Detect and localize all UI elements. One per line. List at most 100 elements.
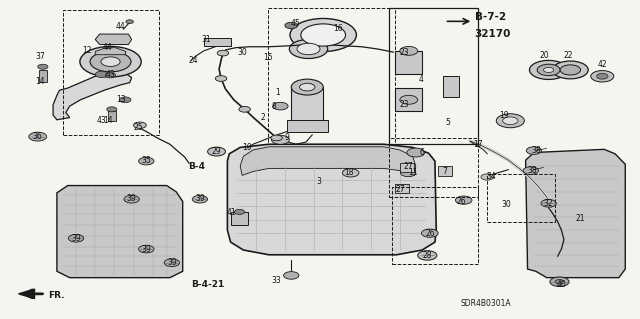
Circle shape [234,209,244,214]
Circle shape [342,169,359,177]
Text: 27: 27 [395,185,404,194]
Circle shape [529,60,568,79]
Text: 15: 15 [263,53,273,62]
Circle shape [126,20,134,24]
Circle shape [297,43,320,55]
Polygon shape [227,144,436,255]
Circle shape [90,51,131,72]
Text: 17: 17 [474,140,483,149]
Text: 18: 18 [344,168,353,177]
Circle shape [502,117,518,124]
Text: 23: 23 [399,48,409,57]
Text: 10: 10 [242,143,252,152]
Text: 44: 44 [103,43,113,52]
Text: 40: 40 [557,279,566,288]
Text: 41: 41 [227,208,237,217]
Polygon shape [95,34,132,45]
Circle shape [217,50,228,56]
Bar [63,10,159,135]
Text: 9: 9 [284,133,289,142]
Circle shape [400,95,418,104]
Text: 43: 43 [97,116,106,125]
Bar [443,76,459,97]
Circle shape [80,47,141,77]
Text: 45: 45 [291,19,301,28]
Circle shape [192,196,207,203]
Bar [389,138,478,197]
Text: 29: 29 [212,147,221,156]
Bar [204,38,230,46]
Text: 5: 5 [445,117,450,127]
Circle shape [560,65,580,75]
Circle shape [526,147,541,154]
Circle shape [285,22,298,29]
Polygon shape [525,149,625,278]
Polygon shape [57,186,182,278]
Text: 35: 35 [141,156,151,165]
Circle shape [215,76,227,81]
Circle shape [591,70,614,82]
Text: 4: 4 [419,75,423,84]
Text: 6: 6 [420,148,424,157]
Circle shape [407,148,425,157]
Circle shape [95,71,108,78]
Bar [487,174,555,222]
Circle shape [596,73,608,79]
Circle shape [271,135,282,141]
Text: 30: 30 [237,48,247,57]
Circle shape [555,279,564,284]
Text: 43: 43 [106,70,115,79]
Circle shape [106,73,116,78]
Bar [108,111,116,121]
Text: SDR4B0301A: SDR4B0301A [461,299,511,308]
Text: B-4: B-4 [188,162,205,171]
Circle shape [496,114,524,128]
Text: 11: 11 [408,168,417,177]
Circle shape [271,135,289,144]
Circle shape [29,132,47,141]
Circle shape [107,107,117,112]
Text: B-4-21: B-4-21 [191,279,224,288]
Circle shape [38,64,48,69]
Text: 20: 20 [540,51,550,60]
Circle shape [541,199,556,207]
Text: 39: 39 [195,194,205,203]
Text: 27: 27 [403,162,413,171]
Text: 38: 38 [527,166,537,175]
Circle shape [101,57,120,66]
Text: FR.: FR. [49,291,65,300]
Bar [392,188,478,264]
Text: 32: 32 [544,199,554,208]
Circle shape [401,169,416,177]
Circle shape [523,167,538,174]
Circle shape [289,40,328,58]
Circle shape [301,24,346,46]
Text: 7: 7 [442,167,447,176]
Circle shape [139,157,154,165]
Polygon shape [240,147,416,175]
Text: 8: 8 [271,102,276,111]
Circle shape [273,102,288,110]
Circle shape [291,79,323,95]
Text: 2: 2 [260,113,265,122]
Text: 25: 25 [133,122,143,132]
Text: 37: 37 [35,52,45,61]
Circle shape [164,259,179,267]
Bar [287,121,328,131]
Bar [438,166,452,176]
Circle shape [422,229,438,237]
Text: B-7-2: B-7-2 [474,12,506,22]
Text: 19: 19 [499,111,509,120]
Bar [230,212,248,225]
Text: 33: 33 [272,276,282,285]
Circle shape [552,61,588,79]
Circle shape [139,245,154,253]
Text: 22: 22 [563,51,573,60]
Circle shape [207,147,225,156]
Text: 24: 24 [189,56,198,65]
Bar [291,87,323,122]
Polygon shape [53,71,132,120]
Text: 12: 12 [82,46,92,56]
Circle shape [537,64,560,76]
Text: 42: 42 [598,60,607,69]
